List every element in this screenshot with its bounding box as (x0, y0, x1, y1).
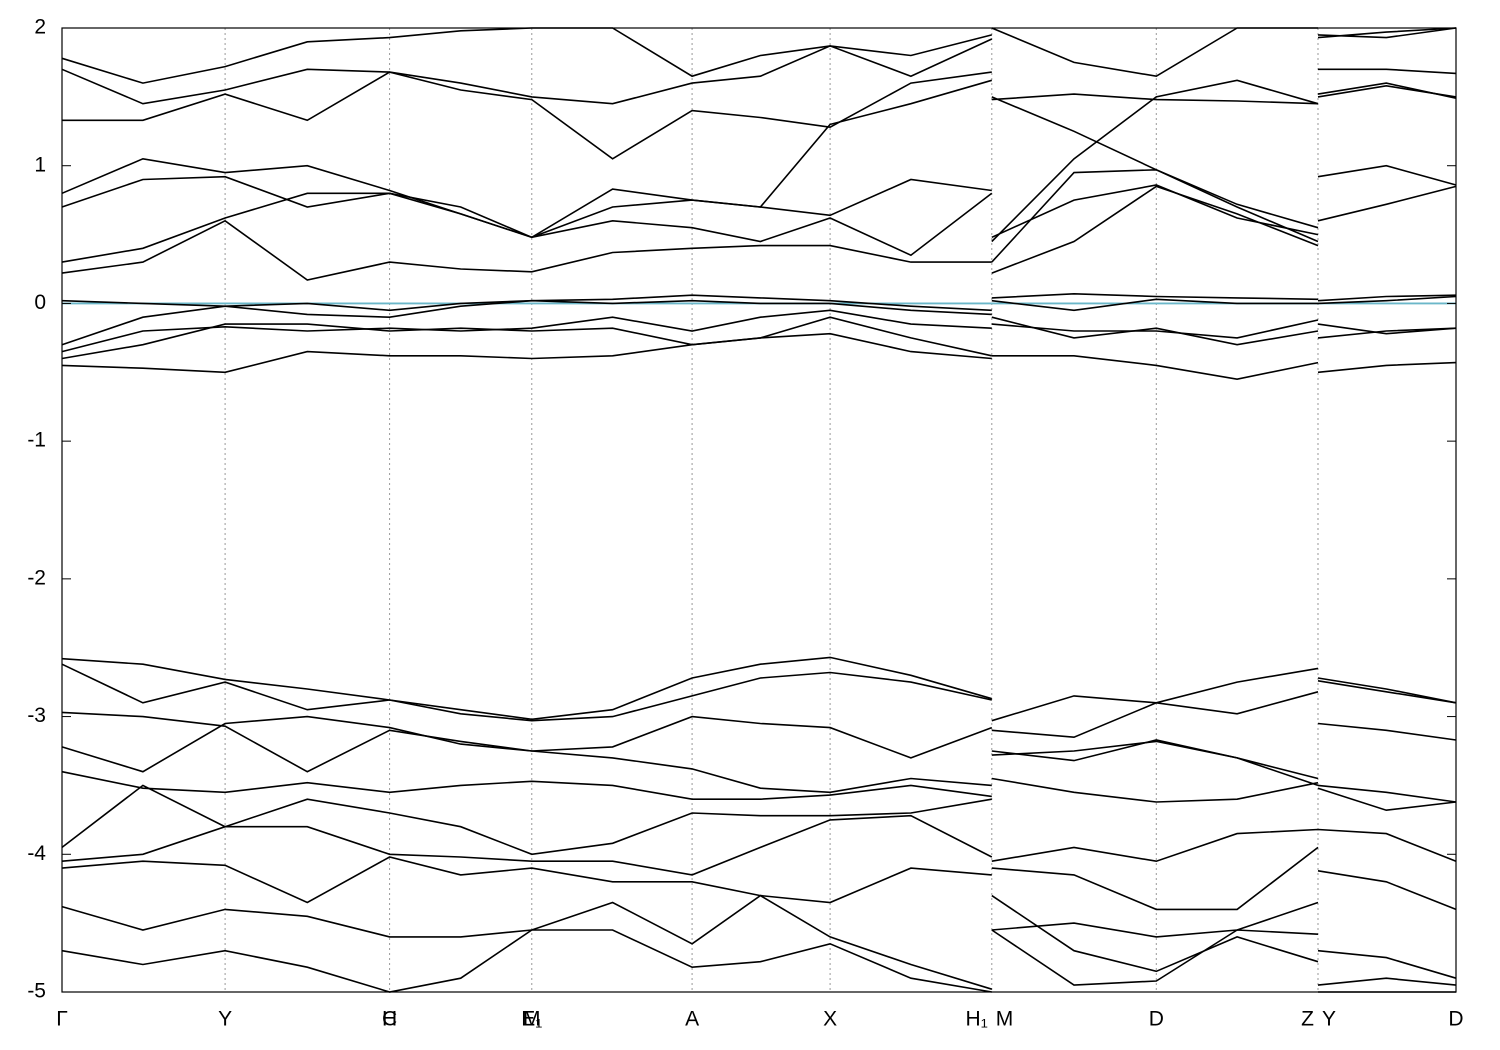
x-tick-label: H (382, 1008, 397, 1031)
axes: 210-1-2-3-4-5Γ Y HC ME₁ A X H₁ M D Z Y D (27, 16, 1463, 1031)
x-tick-label: C (382, 1008, 397, 1031)
y-tick-label: 1 (34, 153, 46, 176)
bands (61, 27, 1457, 993)
band (61, 663, 1457, 739)
band (61, 715, 1457, 803)
x-tick-label: H₁ (966, 1008, 988, 1031)
y-tick-label: 2 (34, 16, 46, 39)
band (61, 856, 1457, 979)
y-tick-label: -3 (27, 704, 46, 727)
y-tick-label: -1 (27, 429, 46, 452)
x-tick-label: A (685, 1008, 699, 1031)
x-tick-label: Γ (56, 1008, 68, 1031)
band (62, 68, 1457, 243)
y-tick-label: -5 (27, 980, 46, 1003)
band (61, 309, 1457, 353)
plot-frame (61, 27, 1457, 993)
x-tick-label: Y (218, 1008, 232, 1031)
x-tick-label: M (523, 1008, 541, 1031)
band (61, 185, 1457, 281)
x-tick-label: M (996, 1008, 1014, 1031)
y-tick-label: -2 (27, 566, 46, 589)
x-tick-label: Y (1322, 1008, 1336, 1031)
x-tick-label: D (1448, 1008, 1463, 1031)
x-tick-label: Z (1301, 1008, 1314, 1031)
band (61, 79, 1457, 239)
band (61, 332, 1457, 381)
x-tick-label: D (1149, 1008, 1164, 1031)
band (61, 316, 1457, 360)
x-tick-label: X (823, 1008, 837, 1031)
band (61, 814, 1457, 911)
band (61, 770, 1457, 812)
y-tick-label: 0 (34, 291, 46, 314)
y-tick-label: -4 (27, 842, 46, 865)
band (61, 295, 1457, 346)
x-tick-label: E₁ (521, 1008, 542, 1031)
grid (224, 28, 1319, 992)
band (61, 929, 1457, 993)
